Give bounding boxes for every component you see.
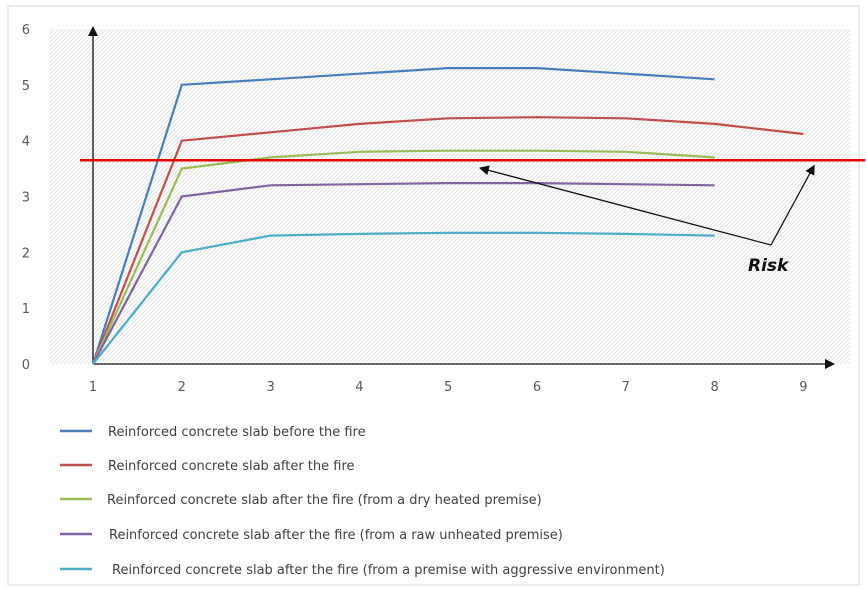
series-lines [91,66,804,365]
legend-label: Reinforced concrete slab after the fire … [107,493,542,508]
y-tick-labels: 0 1 2 3 4 5 6 [22,23,30,373]
y-tick-label: 6 [22,23,30,38]
y-tick-label: 0 [22,358,30,373]
x-tick-label: 8 [710,380,718,395]
x-tick-label: 9 [799,380,807,395]
y-tick-label: 1 [22,302,30,317]
x-tick-label: 3 [266,380,274,395]
outer-frame [7,5,860,586]
legend-label: Reinforced concrete slab before the fire [108,425,366,440]
series-line-3 [91,149,715,365]
x-tick-label: 4 [355,380,363,395]
series-line-2 [91,116,804,365]
x-tick-label: 5 [444,380,452,395]
x-tick-labels: 1 2 3 4 5 6 7 8 9 [89,380,808,395]
x-tick-label: 6 [533,380,541,395]
legend: Reinforced concrete slab before the fire… [60,425,665,578]
series-line-1 [91,66,715,365]
legend-label: Reinforced concrete slab after the fire … [112,563,665,578]
risk-label: Risk [748,256,790,276]
risk-annotation: Risk [478,164,815,276]
risk-arrow [770,164,815,246]
series-line-5 [92,231,715,365]
x-tick-label: 1 [89,380,97,395]
x-tick-label: 2 [178,380,186,395]
y-tick-label: 2 [22,246,30,261]
legend-label: Reinforced concrete slab after the fire [108,459,355,474]
y-tick-label: 5 [22,79,30,94]
x-tick-label: 7 [622,380,630,395]
legend-label: Reinforced concrete slab after the fire … [109,528,563,543]
y-tick-label: 4 [22,135,30,150]
y-tick-label: 3 [22,191,30,206]
series-line-4 [92,182,715,365]
risk-arrow [478,165,772,246]
